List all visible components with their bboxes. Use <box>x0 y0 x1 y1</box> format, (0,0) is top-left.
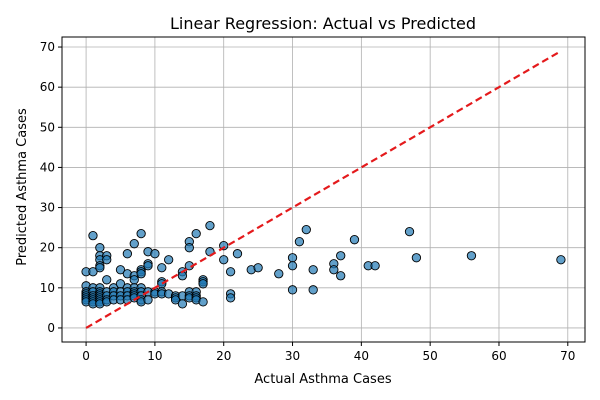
data-point <box>170 295 181 305</box>
data-point <box>287 253 298 263</box>
data-point <box>95 243 105 253</box>
x-axis-ticks: 0 10 20 30 40 50 60 70 <box>82 342 575 363</box>
data-point <box>198 279 208 289</box>
regression-line-group <box>85 50 562 329</box>
x-tick-label: 10 <box>147 349 162 363</box>
data-point <box>150 249 160 259</box>
data-point <box>404 226 415 237</box>
data-point <box>129 239 139 249</box>
data-point <box>184 243 194 253</box>
y-tick-label: 10 <box>40 281 55 295</box>
y-tick-label: 30 <box>40 201 55 215</box>
data-point <box>88 267 98 277</box>
data-points <box>81 220 566 309</box>
data-point <box>253 263 263 273</box>
y-tick-label: 70 <box>40 40 55 54</box>
data-point <box>294 237 305 247</box>
data-point <box>232 249 243 259</box>
data-point <box>336 251 346 261</box>
data-point <box>205 220 215 231</box>
data-point <box>466 251 477 261</box>
y-tick-label: 50 <box>40 120 55 134</box>
data-point <box>88 231 98 241</box>
data-point <box>225 293 236 303</box>
data-point <box>411 253 422 263</box>
data-point <box>115 265 126 275</box>
data-point <box>274 269 284 279</box>
data-point <box>308 285 318 295</box>
y-axis-ticks: 0 10 20 30 40 50 60 70 <box>40 40 62 335</box>
x-tick-label: 40 <box>354 349 369 363</box>
plot-frame <box>61 36 586 343</box>
data-point <box>102 255 112 265</box>
x-tick-label: 70 <box>560 349 575 363</box>
y-tick-label: 60 <box>40 80 55 94</box>
data-point <box>219 255 229 265</box>
data-point <box>122 249 133 259</box>
data-point <box>95 263 105 273</box>
data-point <box>164 255 174 265</box>
data-point <box>287 285 298 295</box>
data-point <box>336 271 346 281</box>
x-tick-label: 0 <box>82 349 90 363</box>
chart-title: Linear Regression: Actual vs Predicted <box>170 14 476 33</box>
data-point <box>102 275 112 285</box>
data-point <box>308 265 318 275</box>
data-point <box>157 263 167 273</box>
x-axis-label: Actual Asthma Cases <box>254 372 391 387</box>
data-point <box>143 295 153 305</box>
data-point <box>198 297 208 307</box>
data-point <box>177 299 188 309</box>
y-tick-label: 40 <box>40 160 55 174</box>
data-point <box>143 261 153 271</box>
x-tick-label: 20 <box>216 349 231 363</box>
data-point <box>287 261 298 271</box>
data-point <box>370 261 380 271</box>
data-point <box>136 269 146 279</box>
data-point <box>136 228 146 239</box>
x-tick-label: 50 <box>423 349 438 363</box>
y-tick-label: 20 <box>40 241 55 255</box>
y-axis-label: Predicted Asthma Cases <box>15 108 30 266</box>
data-point <box>225 267 236 277</box>
x-tick-label: 60 <box>491 349 506 363</box>
data-point <box>301 224 311 235</box>
x-tick-label: 30 <box>285 349 300 363</box>
regression-line <box>85 50 562 329</box>
data-point <box>191 228 201 239</box>
data-point <box>556 255 566 265</box>
data-point <box>329 265 339 275</box>
data-point <box>349 235 360 245</box>
data-point <box>129 275 139 285</box>
y-tick-label: 0 <box>47 321 55 335</box>
